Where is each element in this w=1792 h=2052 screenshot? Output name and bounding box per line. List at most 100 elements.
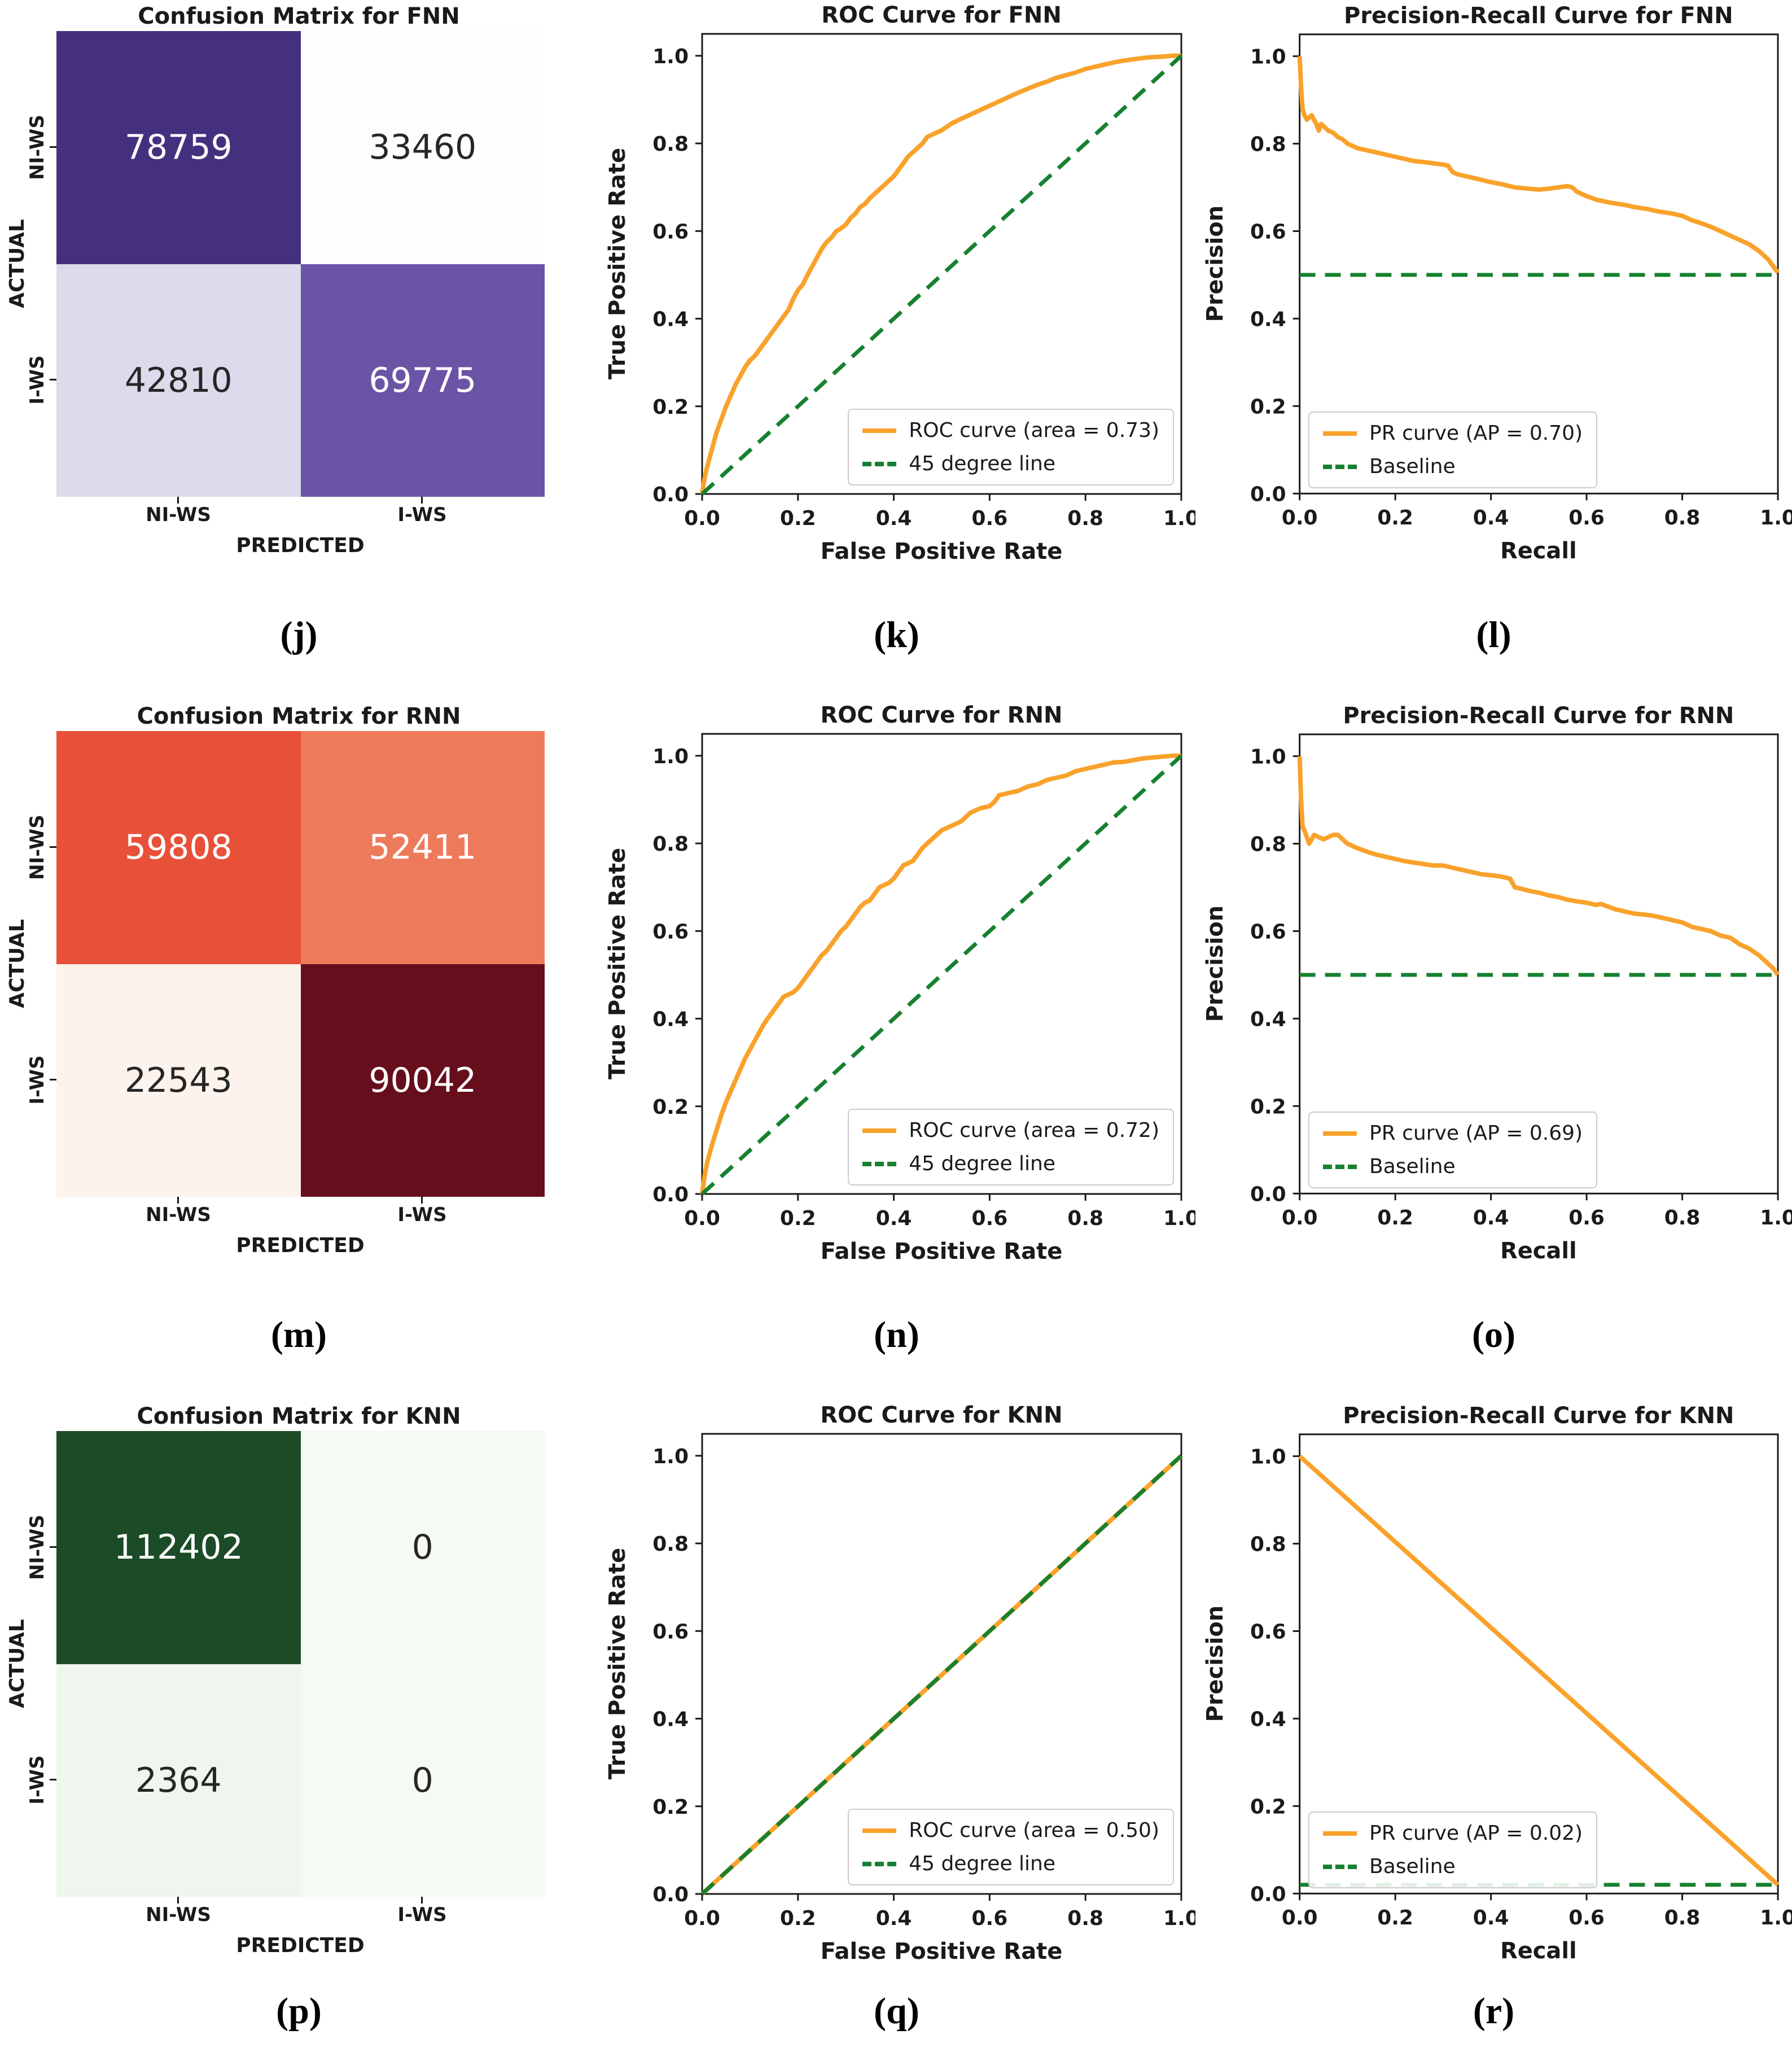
y-tick-label: NI-WS [26, 1515, 49, 1580]
pr-curve-swatch [1323, 1831, 1357, 1836]
x-tick-mark [421, 1197, 423, 1204]
y-tick-label: 0.4 [1250, 308, 1286, 331]
chart-title: Confusion Matrix for FNN [138, 3, 460, 29]
legend-label: PR curve (AP = 0.02) [1369, 1822, 1583, 1845]
diagonal-line-swatch [862, 461, 897, 466]
x-tick-label: I-WS [397, 1904, 447, 1926]
series-lines [700, 53, 1183, 496]
y-tick-label: NI-WS [26, 815, 49, 880]
confusion-matrix-fnn-panel: Confusion Matrix for FNN 78759 33460 428… [0, 0, 598, 570]
x-tick-label: 0.6 [972, 1907, 1008, 1930]
panel-label-r: (r) [1473, 1990, 1515, 2032]
x-tick-label: 0.6 [972, 1207, 1008, 1230]
y-tick-label: 0.4 [652, 1708, 689, 1731]
x-tick-mark [177, 497, 179, 504]
y-tick-label: 0.0 [1250, 1183, 1286, 1206]
roc-chart-rnn: ROC Curve for RNN 0.0 0.2 0.4 0.6 0.8 1.00.00… [604, 702, 1195, 1265]
legend-entry: PR curve (AP = 0.02) [1323, 1822, 1583, 1845]
x-tick-label: 0.2 [780, 1207, 816, 1230]
y-tick-label: 0.2 [652, 396, 689, 419]
series-lines [700, 753, 1183, 1196]
y-tick-label: 0.6 [652, 920, 689, 943]
plot-frame [701, 1433, 1182, 1895]
x-axis-label: False Positive Rate [821, 539, 1063, 565]
panel-label-j: (j) [280, 614, 318, 655]
y-tick-label: 0.0 [1250, 483, 1286, 506]
x-tick-label: NI-WS [146, 1204, 211, 1226]
legend-label: 45 degree line [909, 1152, 1056, 1175]
legend-entry: Baseline [1323, 1855, 1583, 1878]
y-tick-label: 0.0 [652, 1183, 689, 1206]
legend: PR curve (AP = 0.69) Baseline [1308, 1112, 1598, 1188]
matrix-cell-tn: 112402 [56, 1431, 301, 1664]
axis-ticks: 0.0 0.2 0.4 0.6 0.8 1.0 0.0 0.2 0.4 0.6 0.8 1.0 [652, 45, 1195, 530]
x-tick-label: 1.0 [1163, 1207, 1195, 1230]
panel-label-o: (o) [1472, 1314, 1515, 1355]
plot-frame [701, 733, 1182, 1195]
x-tick-label: NI-WS [146, 504, 211, 526]
y-tick-label: 1.0 [1250, 46, 1286, 69]
x-tick-label: 0.4 [1473, 1206, 1509, 1230]
diagonal-line-swatch [862, 1861, 897, 1866]
series-line [700, 753, 1181, 1195]
y-tick-label: NI-WS [26, 115, 49, 180]
x-tick-label: 0.4 [1473, 506, 1509, 530]
legend-entry: Baseline [1323, 455, 1583, 478]
y-tick-label: 0.6 [1250, 220, 1286, 243]
x-tick-mark [421, 1897, 423, 1904]
legend: PR curve (AP = 0.70) Baseline [1308, 412, 1598, 488]
x-tick-label: 0.6 [1568, 506, 1605, 530]
panel-label-p: (p) [276, 1990, 322, 2032]
y-tick-label: 0.6 [652, 1620, 689, 1643]
y-tick-label: I-WS [26, 1755, 49, 1805]
x-tick-label: I-WS [397, 1204, 447, 1226]
y-axis-label: Precision [1202, 905, 1228, 1022]
axis-ticks: 0.0 0.2 0.4 0.6 0.8 1.0 0.0 0.2 0.4 0.6 0.8 1.0 [652, 745, 1195, 1230]
baseline-swatch [1323, 1864, 1357, 1869]
x-tick-label: 0.4 [876, 1907, 912, 1930]
x-tick-label: 0.2 [1377, 1206, 1413, 1230]
x-tick-mark [421, 497, 423, 504]
legend: ROC curve (area = 0.50) 45 degree line [848, 1809, 1174, 1885]
legend-entry: Baseline [1323, 1155, 1583, 1178]
legend-entry: 45 degree line [862, 1852, 1159, 1875]
matrix-cell-fn: 2364 [56, 1664, 301, 1897]
x-tick-label: 1.0 [1760, 506, 1792, 530]
y-tick-label: 1.0 [1250, 1446, 1286, 1469]
chart-title: Precision-Recall Curve for RNN [1343, 703, 1734, 729]
y-axis-label: True Positive Rate [604, 148, 630, 379]
axis-ticks: 0.0 0.2 0.4 0.6 0.8 1.0 0.0 0.2 0.4 0.6 0.8 1.0 [1250, 746, 1792, 1230]
x-tick-label: 0.0 [1282, 1906, 1318, 1930]
legend-entry: PR curve (AP = 0.70) [1323, 422, 1583, 445]
roc-chart-fnn: ROC Curve for FNN 0.0 0.2 0.4 0.6 0.8 1.00.00… [604, 2, 1195, 565]
chart-title: Confusion Matrix for KNN [137, 1403, 461, 1429]
y-axis-label: Precision [1202, 1605, 1228, 1722]
y-tick-label: 0.8 [1250, 1533, 1286, 1556]
panel-label-q: (q) [874, 1990, 919, 2032]
y-tick-label: 0.4 [1250, 1708, 1286, 1731]
plot-frame [701, 33, 1182, 495]
y-tick-mark [50, 1546, 56, 1548]
pr-curve-swatch [1323, 431, 1357, 436]
row-fnn: Confusion Matrix for FNN 78759 33460 428… [0, 0, 1792, 570]
matrix-cell-tn: 59808 [56, 731, 301, 964]
roc-knn-panel: ROC Curve for KNN 0.0 0.2 0.4 0.6 0.8 1.0 0.0 0… [598, 1400, 1195, 1970]
label-row-2: (m) (n) (o) [0, 1270, 1792, 1400]
matrix-cell-tp: 90042 [300, 964, 545, 1197]
series-lines [1297, 756, 1780, 977]
axis-ticks: 0.0 0.2 0.4 0.6 0.8 1.0 0.0 0.2 0.4 0.6 0.8 1.0 [1250, 46, 1792, 530]
y-tick-label: 0.2 [1250, 395, 1286, 418]
x-tick-label: 0.8 [1664, 1906, 1701, 1930]
axis-ticks: 0.0 0.2 0.4 0.6 0.8 1.0 0.0 0.2 0.4 0.6 0.8 1.0 [652, 1445, 1195, 1930]
roc-chart-knn: ROC Curve for KNN 0.0 0.2 0.4 0.6 0.8 1.00.00… [604, 1402, 1195, 1965]
matrix-cell-tp: 69775 [300, 264, 545, 497]
matrix-cell-fp: 0 [300, 1431, 545, 1664]
legend-label: Baseline [1369, 1855, 1456, 1878]
x-axis-label: Recall [1500, 1238, 1577, 1264]
legend-label: ROC curve (area = 0.50) [909, 1819, 1159, 1842]
chart-title: ROC Curve for KNN [820, 1402, 1062, 1428]
label-row-1: (j) (k) (l) [0, 570, 1792, 700]
matrix-cell-fn: 22543 [56, 964, 301, 1197]
y-tick-label: 0.0 [652, 1883, 689, 1906]
